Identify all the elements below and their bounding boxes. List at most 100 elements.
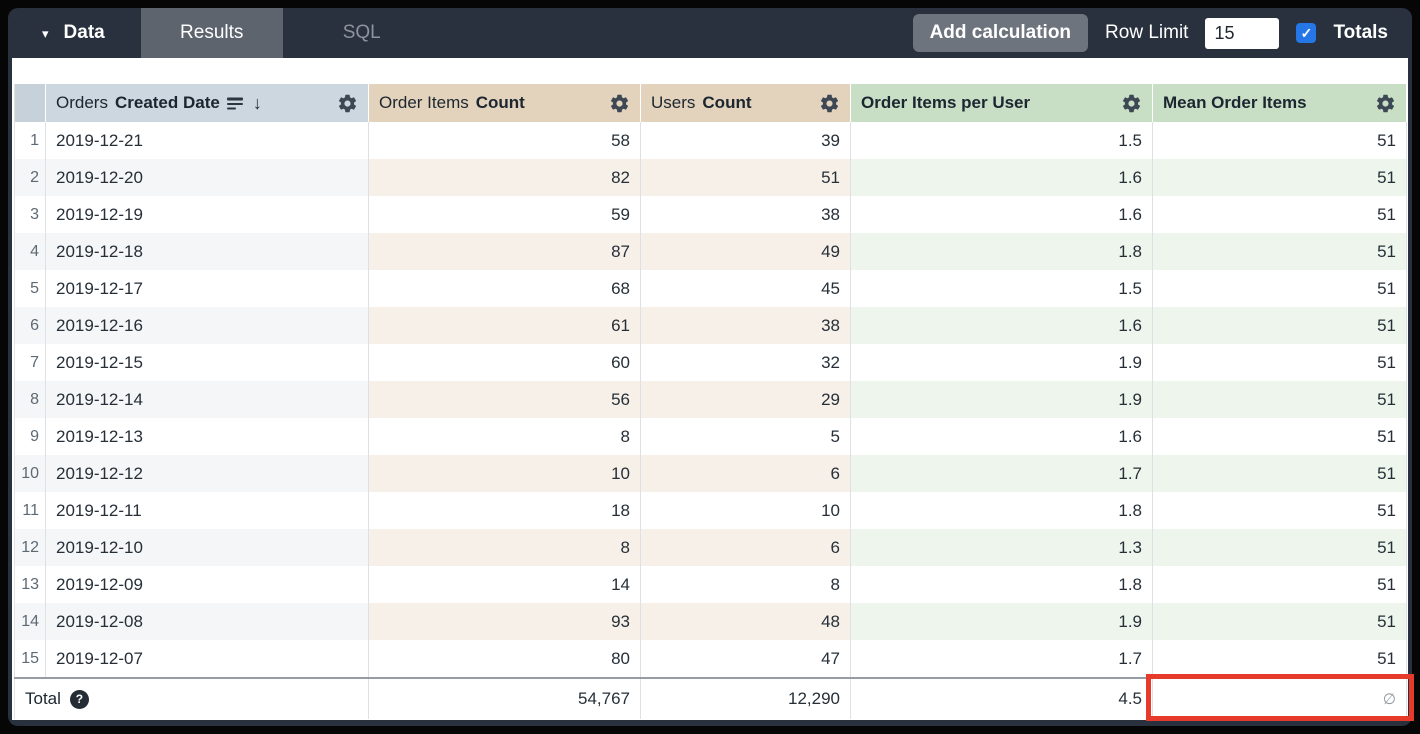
- cell-users-count[interactable]: 47: [640, 640, 851, 678]
- cell-order-items-per-user[interactable]: 1.6: [850, 159, 1153, 196]
- gear-icon[interactable]: [1375, 93, 1396, 114]
- cell-order-items-per-user[interactable]: 1.9: [850, 344, 1153, 381]
- cell-order-items-count[interactable]: 10: [368, 455, 641, 492]
- cell-order-items-count[interactable]: 14: [368, 566, 641, 603]
- cell-order-items-per-user[interactable]: 1.6: [850, 418, 1153, 455]
- cell-orders-created-date[interactable]: 2019-12-19: [45, 196, 369, 233]
- data-section-toggle[interactable]: ▾ Data: [8, 8, 141, 58]
- column-header-order-items-count[interactable]: Order Items Count: [368, 84, 641, 122]
- cell-orders-created-date[interactable]: 2019-12-12: [45, 455, 369, 492]
- cell-mean-order-items[interactable]: 51: [1152, 640, 1407, 678]
- cell-users-count[interactable]: 49: [640, 233, 851, 270]
- cell-users-count[interactable]: 48: [640, 603, 851, 640]
- cell-orders-created-date[interactable]: 2019-12-08: [45, 603, 369, 640]
- total-order-items-count[interactable]: 54,767: [368, 677, 641, 719]
- cell-orders-created-date[interactable]: 2019-12-13: [45, 418, 369, 455]
- cell-order-items-per-user[interactable]: 1.8: [850, 492, 1153, 529]
- cell-order-items-count[interactable]: 58: [368, 122, 641, 159]
- cell-order-items-count[interactable]: 68: [368, 270, 641, 307]
- totals-checkbox[interactable]: ✓: [1296, 23, 1317, 43]
- cell-order-items-count[interactable]: 8: [368, 529, 641, 566]
- column-header-orders-created-date[interactable]: Orders Created Date ↓: [45, 84, 369, 122]
- cell-users-count[interactable]: 5: [640, 418, 851, 455]
- cell-mean-order-items[interactable]: 51: [1152, 196, 1407, 233]
- cell-order-items-count[interactable]: 93: [368, 603, 641, 640]
- cell-order-items-per-user[interactable]: 1.9: [850, 603, 1153, 640]
- cell-order-items-per-user[interactable]: 1.5: [850, 270, 1153, 307]
- cell-orders-created-date[interactable]: 2019-12-18: [45, 233, 369, 270]
- cell-order-items-count[interactable]: 56: [368, 381, 641, 418]
- cell-users-count[interactable]: 6: [640, 455, 851, 492]
- row-limit-input[interactable]: [1205, 17, 1280, 49]
- gear-icon[interactable]: [609, 93, 630, 114]
- cell-orders-created-date[interactable]: 2019-12-17: [45, 270, 369, 307]
- cell-order-items-per-user[interactable]: 1.5: [850, 122, 1153, 159]
- cell-order-items-count[interactable]: 82: [368, 159, 641, 196]
- cell-orders-created-date[interactable]: 2019-12-07: [45, 640, 369, 678]
- cell-order-items-per-user[interactable]: 1.7: [850, 455, 1153, 492]
- cell-mean-order-items[interactable]: 51: [1152, 344, 1407, 381]
- total-users-count[interactable]: 12,290: [640, 677, 851, 719]
- cell-order-items-per-user[interactable]: 1.6: [850, 196, 1153, 233]
- cell-users-count[interactable]: 38: [640, 307, 851, 344]
- cell-mean-order-items[interactable]: 51: [1152, 307, 1407, 344]
- help-icon[interactable]: ?: [69, 689, 89, 709]
- topbar-controls: Add calculation Row Limit ✓ Totals: [912, 8, 1412, 58]
- add-calculation-button[interactable]: Add calculation: [912, 14, 1089, 52]
- cell-mean-order-items[interactable]: 51: [1152, 455, 1407, 492]
- cell-order-items-per-user[interactable]: 1.6: [850, 307, 1153, 344]
- cell-users-count[interactable]: 39: [640, 122, 851, 159]
- cell-users-count[interactable]: 38: [640, 196, 851, 233]
- cell-order-items-per-user[interactable]: 1.9: [850, 381, 1153, 418]
- cell-orders-created-date[interactable]: 2019-12-09: [45, 566, 369, 603]
- cell-orders-created-date[interactable]: 2019-12-16: [45, 307, 369, 344]
- gear-icon[interactable]: [337, 93, 358, 114]
- cell-order-items-per-user[interactable]: 1.8: [850, 233, 1153, 270]
- cell-mean-order-items[interactable]: 51: [1152, 270, 1407, 307]
- cell-orders-created-date[interactable]: 2019-12-11: [45, 492, 369, 529]
- cell-mean-order-items[interactable]: 51: [1152, 529, 1407, 566]
- column-header-users-count[interactable]: Users Count: [640, 84, 851, 122]
- column-header-order-items-per-user[interactable]: Order Items per User: [850, 84, 1153, 122]
- cell-orders-created-date[interactable]: 2019-12-20: [45, 159, 369, 196]
- cell-mean-order-items[interactable]: 51: [1152, 381, 1407, 418]
- cell-order-items-count[interactable]: 80: [368, 640, 641, 678]
- gear-icon[interactable]: [1121, 93, 1142, 114]
- cell-orders-created-date[interactable]: 2019-12-10: [45, 529, 369, 566]
- cell-users-count[interactable]: 45: [640, 270, 851, 307]
- total-mean-order-items[interactable]: ∅: [1152, 677, 1407, 719]
- cell-users-count[interactable]: 8: [640, 566, 851, 603]
- cell-users-count[interactable]: 6: [640, 529, 851, 566]
- cell-mean-order-items[interactable]: 51: [1152, 603, 1407, 640]
- table-row: 5 2019-12-17 68 45 1.5 51: [14, 270, 1407, 307]
- tab-results[interactable]: Results: [140, 8, 283, 58]
- cell-users-count[interactable]: 29: [640, 381, 851, 418]
- table-header-row: Orders Created Date ↓ Order Items Count Us…: [14, 84, 1407, 122]
- cell-mean-order-items[interactable]: 51: [1152, 233, 1407, 270]
- column-header-mean-order-items[interactable]: Mean Order Items: [1152, 84, 1407, 122]
- cell-mean-order-items[interactable]: 51: [1152, 122, 1407, 159]
- cell-mean-order-items[interactable]: 51: [1152, 566, 1407, 603]
- cell-mean-order-items[interactable]: 51: [1152, 418, 1407, 455]
- cell-order-items-count[interactable]: 87: [368, 233, 641, 270]
- cell-orders-created-date[interactable]: 2019-12-14: [45, 381, 369, 418]
- cell-order-items-count[interactable]: 61: [368, 307, 641, 344]
- cell-order-items-count[interactable]: 59: [368, 196, 641, 233]
- total-label: Total: [25, 689, 61, 708]
- cell-order-items-per-user[interactable]: 1.8: [850, 566, 1153, 603]
- cell-order-items-count[interactable]: 18: [368, 492, 641, 529]
- tab-sql[interactable]: SQL: [342, 22, 381, 43]
- cell-order-items-count[interactable]: 8: [368, 418, 641, 455]
- cell-mean-order-items[interactable]: 51: [1152, 159, 1407, 196]
- cell-order-items-per-user[interactable]: 1.3: [850, 529, 1153, 566]
- cell-users-count[interactable]: 32: [640, 344, 851, 381]
- gear-icon[interactable]: [819, 93, 840, 114]
- cell-order-items-per-user[interactable]: 1.7: [850, 640, 1153, 678]
- cell-users-count[interactable]: 51: [640, 159, 851, 196]
- cell-order-items-count[interactable]: 60: [368, 344, 641, 381]
- cell-orders-created-date[interactable]: 2019-12-21: [45, 122, 369, 159]
- cell-mean-order-items[interactable]: 51: [1152, 492, 1407, 529]
- cell-orders-created-date[interactable]: 2019-12-15: [45, 344, 369, 381]
- cell-users-count[interactable]: 10: [640, 492, 851, 529]
- total-order-items-per-user[interactable]: 4.5: [850, 677, 1153, 719]
